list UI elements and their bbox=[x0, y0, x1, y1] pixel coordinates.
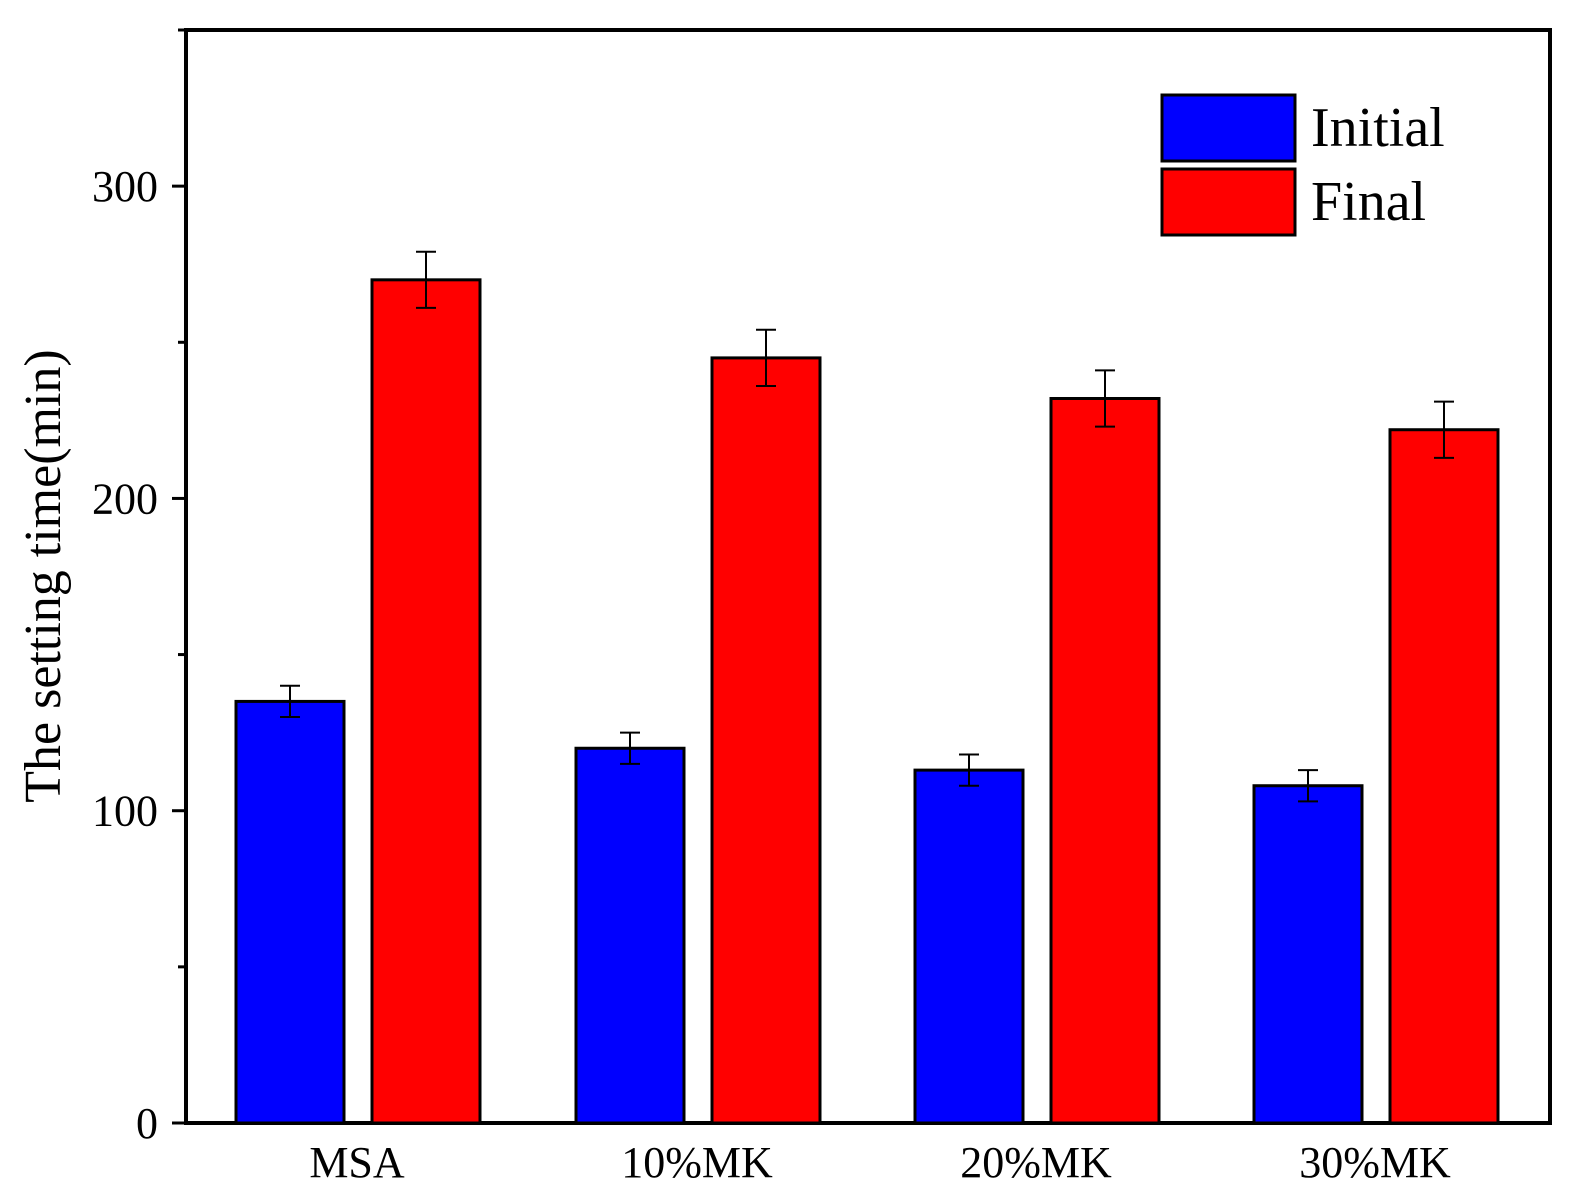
y-tick-label: 200 bbox=[92, 474, 158, 523]
bar-initial-2 bbox=[913, 768, 1025, 1125]
legend-label-final: Final bbox=[1311, 171, 1426, 233]
legend: Initial Final bbox=[1160, 93, 1445, 237]
bar-initial-0 bbox=[234, 699, 346, 1125]
bar-final-2 bbox=[1049, 396, 1161, 1125]
bars-group bbox=[234, 250, 1500, 1125]
y-axis: 0 100 200 300 bbox=[92, 28, 186, 1148]
y-tick-label: 300 bbox=[92, 162, 158, 211]
y-tick-label: 100 bbox=[92, 787, 158, 836]
legend-swatch-final bbox=[1160, 167, 1297, 237]
x-axis: MSA 10%MK 20%MK 30%MK bbox=[309, 1138, 1451, 1187]
y-axis-title: The setting time(min) bbox=[15, 349, 72, 802]
bar-final-0 bbox=[370, 278, 482, 1125]
bar-final-3 bbox=[1388, 428, 1500, 1125]
bar-initial-3 bbox=[1252, 784, 1364, 1125]
plot-frame bbox=[184, 28, 1552, 1125]
x-tick-label-0: MSA bbox=[309, 1138, 405, 1187]
legend-label-initial: Initial bbox=[1311, 97, 1445, 159]
x-tick-label-2: 20%MK bbox=[960, 1138, 1112, 1187]
y-tick-label: 0 bbox=[136, 1099, 158, 1148]
bar-final-1 bbox=[710, 356, 822, 1125]
x-tick-label-1: 10%MK bbox=[621, 1138, 773, 1187]
x-tick-label-3: 30%MK bbox=[1299, 1138, 1451, 1187]
bar-initial-1 bbox=[574, 746, 686, 1125]
legend-swatch-initial bbox=[1160, 93, 1297, 163]
